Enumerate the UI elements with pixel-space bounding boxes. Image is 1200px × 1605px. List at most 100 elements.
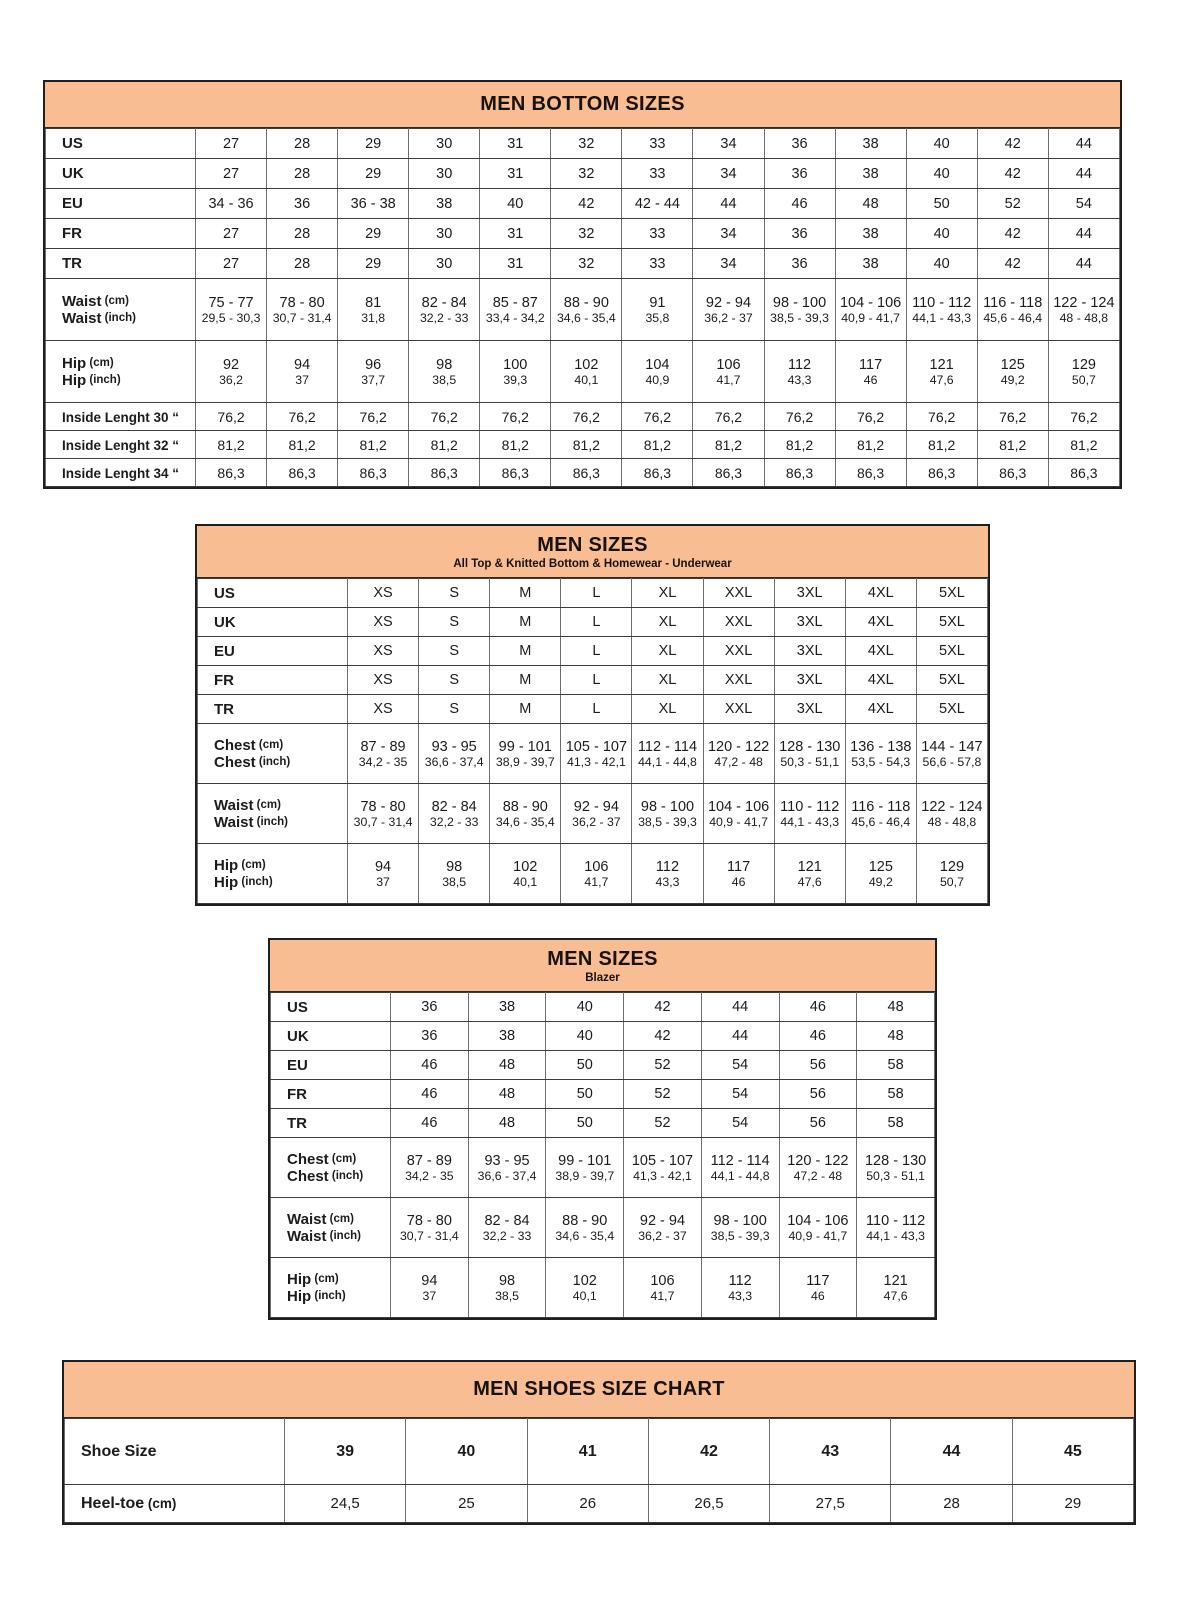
value-cell: 33: [621, 218, 694, 249]
value-cell: 81,2: [337, 430, 410, 459]
value-cell: 34: [692, 218, 765, 249]
row-label: EU: [287, 1056, 308, 1074]
value-cell: 76,2: [692, 402, 765, 431]
value-cell: 54: [700, 1050, 780, 1080]
value-cell: 30: [408, 248, 481, 279]
value-cell: 92 36,2: [194, 340, 268, 403]
table-row: Waist (cm) Waist (inch) 78 - 80 30,7 - 31,4…: [197, 783, 989, 844]
value-cell: XL: [631, 636, 704, 666]
value-cell: 42: [623, 992, 702, 1022]
value-cell: 98 38,5: [467, 1257, 547, 1318]
value-cell: 5XL: [915, 607, 989, 637]
value-cell: 43: [769, 1418, 892, 1485]
value-cell: 86,3: [834, 458, 907, 487]
value-cell: 92 - 94 36,2 - 37: [623, 1197, 702, 1258]
row-header-cell: Waist (cm) Waist (inch): [45, 278, 196, 341]
value-cell: 76,2: [266, 402, 339, 431]
value-cell: 112 43,3: [631, 843, 704, 904]
value-cell: 44: [700, 1021, 780, 1051]
value-cell: 46: [778, 1021, 858, 1051]
row-header-cell: Inside Lenght 32 “: [45, 430, 196, 459]
row-label: US: [287, 998, 308, 1016]
row-label: TR: [287, 1114, 307, 1132]
value-cell: 44: [1047, 248, 1121, 279]
value-cell: 40: [905, 218, 978, 249]
value-cell: 36: [390, 1021, 469, 1051]
value-cell: 41: [526, 1418, 649, 1485]
value-cell: 42: [976, 158, 1049, 189]
value-cell: XXL: [702, 636, 775, 666]
table-row: Waist (cm) Waist (inch) 75 - 77 29,5 - 30,3…: [45, 278, 1121, 341]
value-cell: 27,5: [769, 1484, 892, 1523]
value-cell: 52: [976, 188, 1049, 219]
men-sizes-blazer-table: MEN SIZES Blazer US 36 38 40 42 44 46 48 UK 36 38 4…: [268, 938, 937, 1320]
value-cell: 110 - 112 44,1 - 43,3: [905, 278, 978, 341]
value-cell: S: [418, 694, 491, 724]
row-label-unit: (cm): [255, 739, 284, 751]
value-cell: 36: [763, 218, 836, 249]
row-header-cell: TR: [270, 1108, 391, 1138]
value-cell: 86,3: [763, 458, 836, 487]
value-cell: 128 - 130 50,3 - 51,1: [856, 1137, 935, 1198]
row-header-cell: Heel-toe (cm): [64, 1484, 285, 1523]
row-header-cell: Inside Lenght 30 “: [45, 402, 196, 431]
value-cell: S: [418, 578, 491, 608]
value-cell: 38: [834, 128, 907, 159]
size-grid: US 27 28 29 30 31 32 33 34 36 38 40 42 44 UK 27 28 29 30 31…: [45, 128, 1121, 487]
value-cell: 88 - 90 34,6 - 35,4: [489, 783, 562, 844]
value-cell: 86,3: [337, 458, 410, 487]
value-cell: XS: [346, 636, 420, 666]
value-cell: 54: [700, 1108, 780, 1138]
row-label: UK: [214, 613, 236, 631]
value-cell: S: [418, 636, 491, 666]
value-cell: 102 40,1: [489, 843, 562, 904]
value-cell: 42: [647, 1418, 771, 1485]
value-cell: 54: [700, 1079, 780, 1109]
value-cell: 86,3: [905, 458, 978, 487]
row-header-cell: Shoe Size: [64, 1418, 285, 1485]
value-cell: 81,2: [479, 430, 552, 459]
value-cell: 36: [763, 158, 836, 189]
value-cell: 105 - 107 41,3 - 42,1: [623, 1137, 702, 1198]
table-subtitle: Blazer: [585, 971, 620, 984]
row-label: Inside Lenght 30 “: [62, 409, 180, 425]
value-cell: 82 - 84 32,2 - 33: [418, 783, 491, 844]
value-cell: 42: [550, 188, 623, 219]
value-cell: 24,5: [283, 1484, 407, 1523]
value-cell: 29: [337, 218, 410, 249]
table-row: FR 46 48 50 52 54 56 58: [270, 1079, 935, 1109]
row-header-cell: EU: [45, 188, 196, 219]
value-cell: 42: [976, 248, 1049, 279]
value-cell: 4XL: [844, 665, 917, 695]
value-cell: S: [418, 665, 491, 695]
value-cell: 40: [545, 992, 625, 1022]
row-label: Chest: [214, 753, 256, 771]
value-cell: 27: [194, 218, 268, 249]
table-row: US 36 38 40 42 44 46 48: [270, 992, 935, 1022]
value-cell: 102 40,1: [550, 340, 623, 403]
table-row: Inside Lenght 30 “76,2 76,2 76,2 76,2 76,2 76…: [45, 402, 1121, 431]
value-cell: XS: [346, 665, 420, 695]
value-cell: 33: [621, 248, 694, 279]
value-cell: 44: [692, 188, 765, 219]
value-cell: 4XL: [844, 694, 917, 724]
value-cell: 30: [408, 128, 481, 159]
value-cell: 76,2: [1047, 402, 1121, 431]
value-cell: M: [489, 694, 562, 724]
value-cell: 76,2: [834, 402, 907, 431]
value-cell: 52: [623, 1108, 702, 1138]
row-header-cell: FR: [45, 218, 196, 249]
table-row: UK 36 38 40 42 44 46 48: [270, 1021, 935, 1051]
value-cell: 46: [390, 1079, 469, 1109]
row-label-unit: (cm): [311, 1273, 339, 1285]
value-cell: 88 - 90 34,6 - 35,4: [550, 278, 623, 341]
value-cell: 5XL: [915, 665, 989, 695]
value-cell: M: [489, 578, 562, 608]
value-cell: 38: [408, 188, 481, 219]
value-cell: 82 - 84 32,2 - 33: [408, 278, 481, 341]
row-header-cell: FR: [197, 665, 348, 695]
value-cell: 86,3: [194, 458, 268, 487]
row-label: Hip: [214, 873, 239, 891]
row-label: US: [214, 584, 235, 602]
row-label: Hip: [214, 856, 239, 874]
